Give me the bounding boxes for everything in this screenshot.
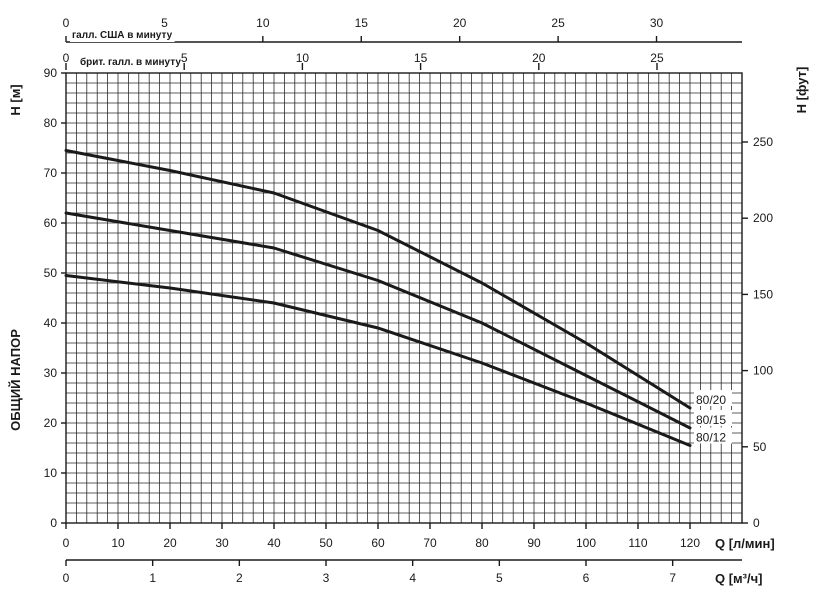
bottom-tick-label: 120 [680, 536, 700, 550]
series: 80/20 80/15 80/12 [64, 149, 732, 447]
uk-gpm-tick-label: 0 [63, 51, 70, 65]
right-tick-label: 200 [753, 211, 773, 225]
bottom-tick-label: 100 [576, 536, 596, 550]
bottom-tick-label: 110 [628, 536, 647, 550]
left-tick-label: 90 [44, 66, 58, 80]
series-label-80-20: 80/20 [696, 393, 726, 407]
bottom-tick-label: 10 [111, 536, 125, 550]
right-tick-label: 250 [753, 135, 773, 149]
left-tick-label: 40 [44, 316, 58, 330]
bottom-axis-label: Q [л/мин] [715, 536, 775, 551]
left-axis-label: H [м] [8, 84, 23, 115]
series-label-backing [694, 390, 732, 406]
label-backing [70, 29, 175, 42]
m3h-tick-label: 1 [149, 571, 156, 585]
m3h-tick-label: 7 [669, 571, 676, 585]
uk-gpm-tick-label: 5 [181, 51, 188, 65]
left-tick-label: 60 [44, 216, 58, 230]
series-label-80-15: 80/15 [696, 413, 726, 427]
right-axis-label: H [фут] [794, 67, 809, 114]
bottom-tick-label: 50 [319, 536, 333, 550]
us-gpm-axis-label: галл. США в минуту [72, 30, 173, 41]
uk-gpm-tick-label: 20 [532, 51, 546, 65]
grid [65, 72, 743, 524]
left-tick-label: 50 [44, 266, 58, 280]
right-tick-label: 150 [753, 287, 773, 301]
us-gpm-tick-label: 5 [161, 16, 168, 30]
left-tick-label: 20 [44, 416, 58, 430]
bottom-tick-label: 20 [163, 536, 177, 550]
us-gpm-tick-label: 10 [256, 16, 270, 30]
m3h-tick-label: 4 [409, 571, 416, 585]
uk-gpm-tick-label: 25 [650, 51, 664, 65]
uk-gpm-axis-label: брит. галл. в минуту [80, 56, 181, 68]
bottom-tick-label: 70 [423, 536, 437, 550]
left-tick-label: 30 [44, 366, 58, 380]
bottom-tick-label: 60 [371, 536, 385, 550]
m3h-tick-label: 3 [323, 571, 330, 585]
bottom-tick-label: 0 [63, 536, 70, 550]
axis-labels: H [м] ОБЩИЙ НАПОР H [фут] Q [л/мин] Q [м… [8, 29, 809, 586]
side-label-total-head: ОБЩИЙ НАПОР [8, 329, 23, 431]
bottom-tick-label: 30 [215, 536, 229, 550]
uk-gpm-tick-label: 15 [414, 51, 428, 65]
m3h-axis-label: Q [м³/ч] [715, 571, 763, 586]
us-gpm-tick-label: 20 [453, 16, 467, 30]
right-tick-label: 100 [753, 364, 773, 378]
us-gpm-tick-label: 25 [551, 16, 565, 30]
axes [61, 36, 748, 566]
series-label-backing [694, 410, 732, 426]
bottom-tick-label: 40 [267, 536, 281, 550]
m3h-tick-label: 6 [583, 571, 590, 585]
series-label-backing [694, 427, 732, 444]
series-line-80-12 [64, 274, 692, 447]
series-line-80-20 [64, 149, 692, 410]
bottom-tick-label: 90 [527, 536, 541, 550]
uk-gpm-tick-label: 10 [296, 51, 310, 65]
series-line-80-15 [64, 211, 692, 430]
plot-frame [65, 72, 743, 524]
left-tick-label: 0 [50, 516, 57, 530]
label-backing [78, 55, 184, 69]
right-tick-label: 0 [753, 516, 760, 530]
us-gpm-tick-label: 0 [63, 16, 70, 30]
bottom-tick-label: 80 [475, 536, 489, 550]
m3h-tick-label: 0 [63, 571, 70, 585]
us-gpm-tick-label: 15 [355, 16, 369, 30]
right-tick-label: 50 [753, 440, 767, 454]
left-tick-label: 80 [44, 116, 58, 130]
m3h-tick-label: 5 [496, 571, 503, 585]
m3h-tick-label: 2 [236, 571, 243, 585]
left-tick-label: 70 [44, 166, 58, 180]
us-gpm-tick-label: 30 [650, 16, 664, 30]
series-label-80-12: 80/12 [696, 431, 726, 445]
left-tick-label: 10 [44, 466, 58, 480]
